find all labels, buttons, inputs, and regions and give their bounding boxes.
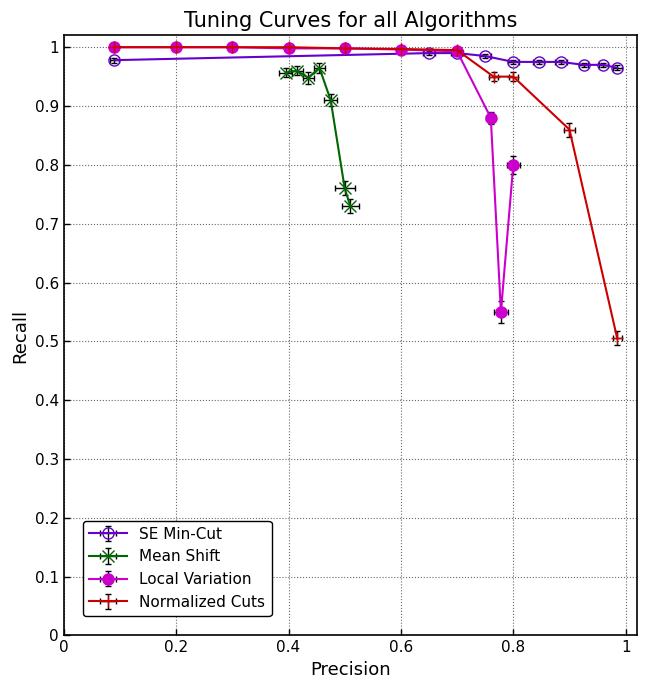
Title: Tuning Curves for all Algorithms: Tuning Curves for all Algorithms bbox=[183, 11, 517, 31]
Y-axis label: Recall: Recall bbox=[11, 308, 29, 362]
Legend: SE Min-Cut, Mean Shift, Local Variation, Normalized Cuts: SE Min-Cut, Mean Shift, Local Variation,… bbox=[83, 521, 272, 616]
X-axis label: Precision: Precision bbox=[310, 661, 391, 679]
